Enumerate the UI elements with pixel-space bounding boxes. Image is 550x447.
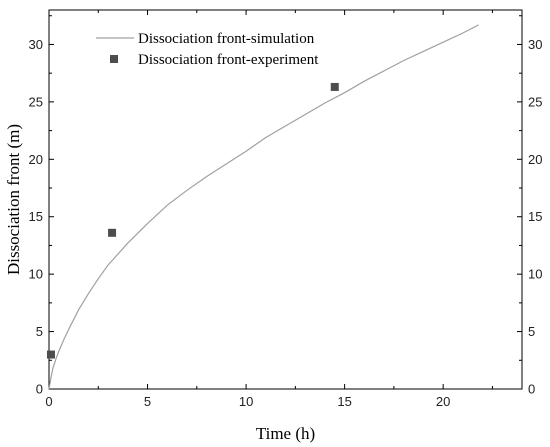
legend-label: Dissociation front-simulation (138, 31, 315, 47)
simulation-line (48, 24, 479, 390)
x-axis-title: Time (h) (256, 424, 315, 443)
y-tick-label-left: 25 (29, 94, 43, 109)
y-tick-label-left: 5 (36, 324, 43, 339)
y-tick-label-right: 25 (528, 94, 542, 109)
experiment-point (108, 228, 117, 237)
x-tick-label: 5 (144, 394, 151, 409)
legend-marker-swatch (110, 55, 118, 63)
y-axis-title: Dissociation front (m) (4, 124, 23, 275)
experiment-point (330, 82, 339, 91)
legend: Dissociation front-simulation Dissociatio… (96, 31, 319, 68)
y-tick-label-left: 30 (29, 37, 43, 52)
x-tick-label: 0 (45, 394, 52, 409)
plot-frame (48, 9, 523, 390)
y-tick-label-right: 30 (528, 37, 542, 52)
y-tick-label-right: 10 (528, 267, 542, 282)
series-group (46, 24, 479, 390)
y-tick-label-right: 5 (528, 324, 535, 339)
y-tick-label-left: 20 (29, 152, 43, 167)
y-tick-label-left: 0 (36, 382, 43, 397)
y-tick-label-left: 10 (29, 267, 43, 282)
y-tick-label-right: 0 (528, 382, 535, 397)
experiment-point (46, 350, 55, 359)
y-tick-label-left: 15 (29, 209, 43, 224)
x-tick-label: 20 (436, 394, 450, 409)
x-tick-label: 10 (239, 394, 253, 409)
y-tick-label-right: 20 (528, 152, 542, 167)
legend-label: Dissociation front-experiment (138, 52, 319, 68)
y-tick-label-right: 15 (528, 209, 542, 224)
x-tick-label: 15 (337, 394, 351, 409)
